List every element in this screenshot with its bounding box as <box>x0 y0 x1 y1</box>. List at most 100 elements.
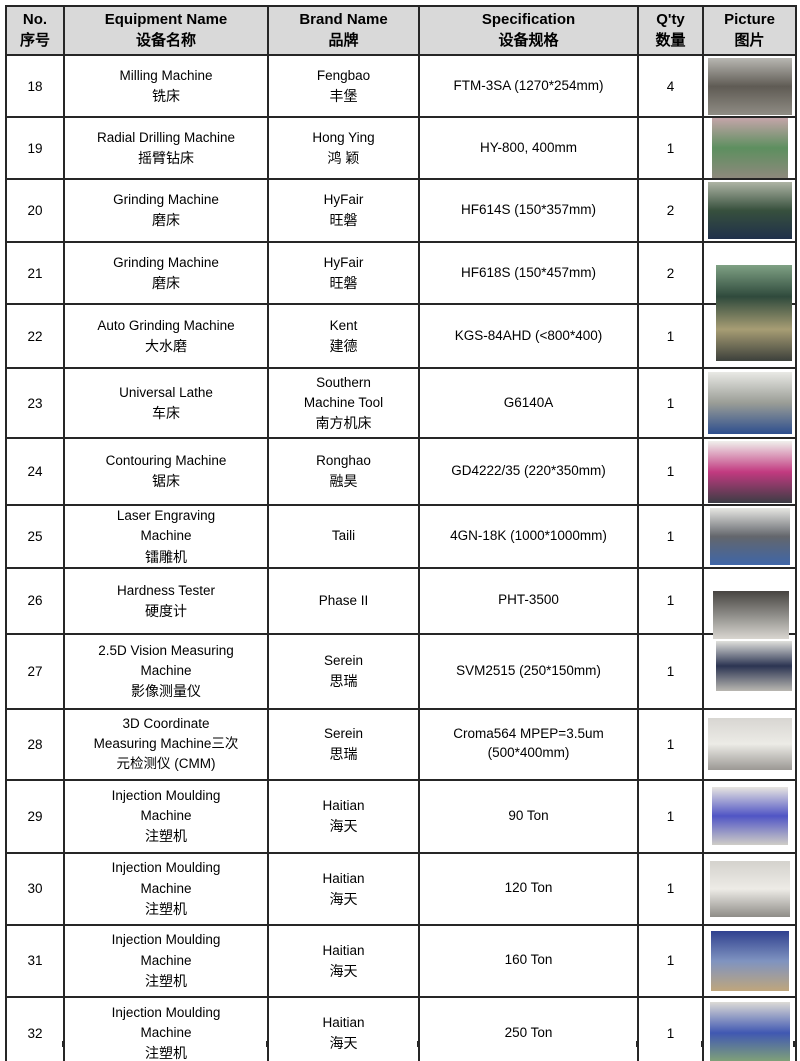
picture-wrap <box>704 118 795 178</box>
quantity-cell: 2 <box>637 241 704 305</box>
picture-cell <box>702 778 797 854</box>
equipment-name-cn: 铣床 <box>152 87 180 104</box>
grinding-machine-photo <box>716 265 792 361</box>
picture-wrap <box>704 243 795 361</box>
row-number: 25 <box>5 504 65 569</box>
equipment-name-en: Milling Machine <box>119 67 213 83</box>
equipment-name-cn: 磨床 <box>152 274 180 291</box>
picture-cell <box>702 566 797 639</box>
picture-wrap <box>704 781 795 852</box>
table-row: 22 Auto Grinding Machine 大水磨 Kent 建德 KGS… <box>5 303 797 369</box>
equipment-name-cell: Auto Grinding Machine 大水磨 <box>63 303 269 369</box>
brand-name-en: Kent <box>329 317 358 333</box>
brand-name-cn: 海天 <box>329 818 358 835</box>
brand-name-cn: 思瑞 <box>329 673 358 690</box>
table-row: 24 Contouring Machine 锯床 Ronghao 融昊 GD42… <box>5 437 797 506</box>
equipment-name-cn: 硬度计 <box>145 602 187 619</box>
header-brand-name-en: Brand Name <box>299 11 388 29</box>
brand-name-cn: 鸿 颖 <box>327 149 360 166</box>
row-number: 30 <box>5 851 65 926</box>
header-picture-cn: 图片 <box>734 31 765 49</box>
picture-wrap <box>704 180 795 241</box>
quantity-cell: 1 <box>637 437 704 506</box>
equipment-name-en: Injection Moulding Machine <box>111 932 221 968</box>
brand-name-en: Haitian <box>322 798 365 814</box>
brand-name-en: Hong Ying <box>312 129 375 145</box>
brand-name-en: Haitian <box>322 942 365 958</box>
equipment-name-en: Grinding Machine <box>113 254 219 270</box>
specification-cell: SVM2515 (250*150mm) <box>418 632 639 710</box>
equipment-name-cell: Contouring Machine 锯床 <box>63 437 269 506</box>
table-row: 31 Injection Moulding Machine 注塑机 Haitia… <box>5 923 797 998</box>
header-brand-name-cn: 品牌 <box>328 31 359 49</box>
brand-name-en: HyFair <box>323 254 364 270</box>
equipment-name-cell: Universal Lathe 车床 <box>63 367 269 439</box>
specification-cell: 250 Ton <box>418 995 639 1061</box>
equipment-name-cell: Hardness Tester 硬度计 <box>63 566 269 635</box>
quantity-cell: 1 <box>637 707 704 781</box>
equipment-name-en: 2.5D Vision Measuring Machine <box>98 642 234 679</box>
header-qty-en: Q'ty <box>656 11 685 29</box>
brand-name-cell: Serein 思瑞 <box>267 707 420 781</box>
brand-name-cn: 旺磐 <box>329 212 358 229</box>
brand-name-cell: Haitian 海天 <box>267 778 420 854</box>
picture-cell <box>702 178 797 243</box>
brand-name-cn: 思瑞 <box>329 746 358 763</box>
table-row: 28 3D Coordinate Measuring Machine三次 元检测… <box>5 707 797 781</box>
header-picture-en: Picture <box>724 11 775 29</box>
brand-name-cn: 海天 <box>329 1035 358 1052</box>
picture-wrap <box>704 506 795 567</box>
universal-lathe-photo <box>707 372 792 434</box>
milling-machine-photo <box>707 57 792 115</box>
picture-cell <box>702 504 797 569</box>
equipment-name-cn: 影像测量仪 <box>131 683 201 700</box>
equipment-name-cn: 注塑机 <box>145 900 187 917</box>
equipment-name-cn: 磨床 <box>152 212 180 229</box>
table-row: 27 2.5D Vision Measuring Machine 影像测量仪 S… <box>5 632 797 710</box>
brand-name-cell: Southern Machine Tool 南方机床 <box>267 367 420 439</box>
equipment-name-en: Contouring Machine <box>105 453 227 469</box>
specification-cell: Croma564 MPEP=3.5um (500*400mm) <box>418 707 639 781</box>
equipment-name-en: Laser Engraving Machine <box>116 508 216 544</box>
specification-cell: PHT-3500 <box>418 566 639 635</box>
picture-cell <box>702 632 797 710</box>
quantity-cell: 4 <box>637 54 704 118</box>
picture-wrap <box>704 926 795 996</box>
equipment-name-cell: 2.5D Vision Measuring Machine 影像测量仪 <box>63 632 269 710</box>
injection-moulding-machine-photo <box>711 787 788 846</box>
quantity-cell: 1 <box>637 116 704 180</box>
table-header: No. 序号 Equipment Name 设备名称 Brand Name 品牌… <box>5 5 797 56</box>
brand-name-cn: 海天 <box>329 962 358 979</box>
row-number: 21 <box>5 241 65 305</box>
quantity-cell: 1 <box>637 851 704 926</box>
brand-name-cell: HyFair 旺磐 <box>267 241 420 305</box>
laser-engraving-machine-photo <box>709 507 790 565</box>
brand-name-en: Haitian <box>322 1015 365 1031</box>
table-row: 18 Milling Machine 铣床 Fengbao 丰堡 FTM-3SA… <box>5 54 797 118</box>
equipment-name-en: Injection Moulding Machine <box>111 1004 221 1041</box>
cutoff-row-border-stubs <box>5 1041 795 1047</box>
brand-name-cell: Haitian 海天 <box>267 995 420 1061</box>
equipment-name-cell: Injection Moulding Machine 注塑机 <box>63 778 269 854</box>
brand-name-en: HyFair <box>323 192 364 208</box>
picture-wrap <box>704 569 795 639</box>
row-number: 32 <box>5 995 65 1061</box>
radial-drilling-machine-photo <box>711 118 788 178</box>
brand-name-cn: 南方机床 <box>315 415 372 432</box>
row-number: 19 <box>5 116 65 180</box>
specification-cell: G6140A <box>418 367 639 439</box>
equipment-name-en: Hardness Tester <box>116 582 216 598</box>
brand-name-cell: Haitian 海天 <box>267 923 420 998</box>
brand-name-en: Ronghao <box>316 453 371 469</box>
equipment-name-cell: 3D Coordinate Measuring Machine三次 元检测仪 (… <box>63 707 269 781</box>
row-number: 31 <box>5 923 65 998</box>
row-number: 22 <box>5 303 65 369</box>
brand-name-cell: Fengbao 丰堡 <box>267 54 420 118</box>
table-body: 18 Milling Machine 铣床 Fengbao 丰堡 FTM-3SA… <box>5 54 797 1061</box>
equipment-name-en: Auto Grinding Machine <box>97 317 235 333</box>
brand-name-en: Fengbao <box>316 67 371 83</box>
picture-cell <box>702 241 797 361</box>
equipment-name-en: Radial Drilling Machine <box>96 129 236 145</box>
table-row: 21 Grinding Machine 磨床 HyFair 旺磐 HF618S … <box>5 241 797 361</box>
header-equipment-name-cn: 设备名称 <box>135 31 196 49</box>
